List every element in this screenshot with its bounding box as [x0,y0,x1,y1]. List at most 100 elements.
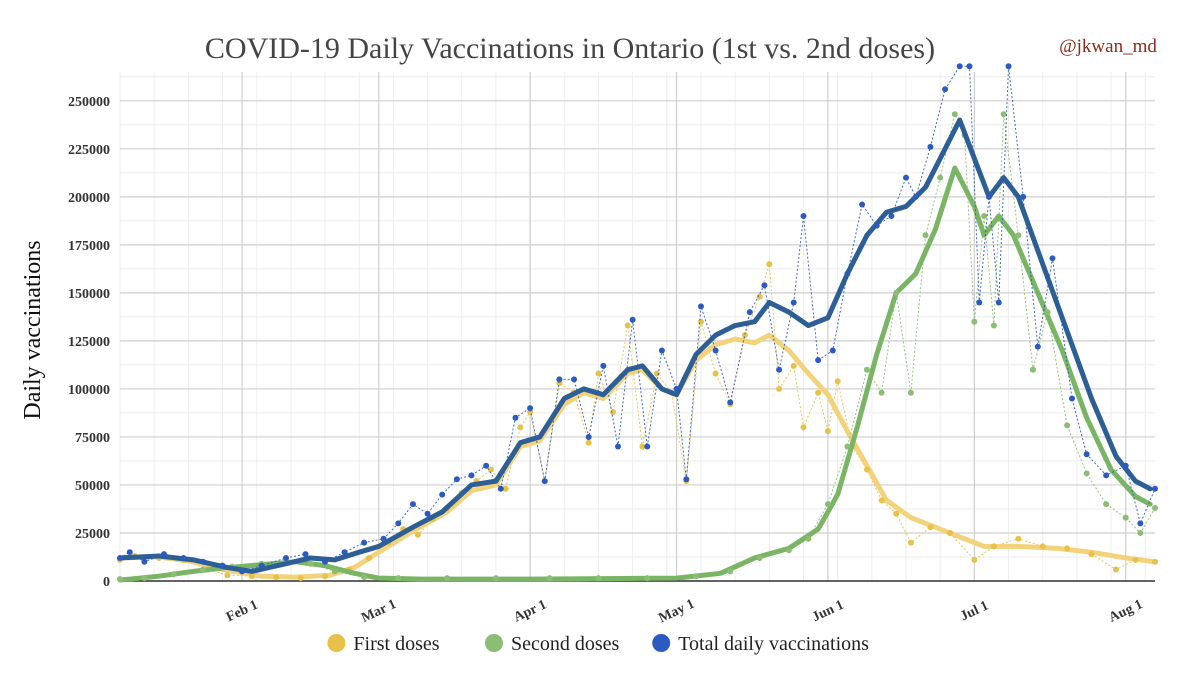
data-point [1064,545,1071,552]
data-point [907,389,914,396]
legend: First doses Second doses Total daily vacci… [327,633,869,655]
data-point [893,510,900,517]
data-point [239,568,246,575]
data-point [756,293,763,300]
data-point [1083,451,1090,458]
data-point [815,357,822,364]
data-point [829,347,836,354]
legend-label: Second doses [511,633,620,655]
data-point [1103,501,1110,508]
data-point [546,575,553,582]
data-point [444,575,451,582]
data-point [614,443,621,450]
data-point [785,547,792,554]
data-point [556,376,563,383]
data-point [414,531,421,538]
data-point [488,466,495,473]
data-point [1029,366,1036,373]
data-point [1015,535,1022,542]
data-point [1005,63,1012,70]
data-point [1020,193,1027,200]
data-point [468,472,475,479]
data-point [571,376,578,383]
x-tick-label: May 1 [657,597,698,627]
data-point [395,575,402,582]
legend-swatch [327,634,346,652]
data-point [141,558,148,565]
data-point [756,554,763,561]
data-point [424,510,431,517]
data-point [844,270,851,277]
x-tick-label: Jul 1 [958,598,991,624]
data-point [990,322,997,329]
data-point [307,560,314,567]
x-tick-label: Jun 1 [810,598,846,626]
data-point [541,478,548,485]
data-point [1137,529,1144,536]
data-point [673,385,680,392]
data-point [331,568,338,575]
data-point [1103,472,1110,479]
data-point [1039,543,1046,550]
data-point [170,571,177,578]
data-point [800,213,807,220]
data-point [873,222,880,229]
data-point [971,556,978,563]
data-point [844,443,851,450]
data-point [527,405,534,412]
data-point [639,443,646,450]
data-point [942,86,949,93]
data-point [658,347,665,354]
data-point [492,575,499,582]
series-smoothed-line [117,165,1153,583]
data-point [395,520,402,527]
data-point [776,385,783,392]
data-point [976,299,983,306]
data-point [907,539,914,546]
data-point [766,261,773,268]
data-point [502,485,509,492]
data-point [863,466,870,473]
data-point [1122,462,1129,469]
legend-label: Total daily vaccinations [678,633,869,655]
data-point [971,318,978,325]
data-point [986,193,993,200]
data-point [878,389,885,396]
data-point [117,554,123,561]
data-point [888,213,895,220]
data-point [946,529,953,536]
data-point [1064,422,1071,429]
data-point [219,562,226,569]
data-point [727,399,734,406]
data-point [302,551,309,558]
attribution-handle: @jkwan_md [1059,36,1157,57]
data-point [790,362,797,369]
y-tick-label: 150000 [68,287,110,302]
data-point [693,573,700,580]
data-point [439,491,446,498]
data-point [1152,505,1158,512]
data-point [1069,395,1076,402]
data-point [927,524,934,531]
series-daily-line [119,263,1156,579]
data-point [815,389,822,396]
y-tick-label: 200000 [68,191,110,206]
data-point [1044,309,1051,316]
data-point [248,573,255,580]
data-point [1049,255,1056,262]
data-point [727,568,734,575]
data-point [199,566,206,573]
data-point [322,558,329,565]
data-point [761,282,768,289]
data-point [893,289,900,296]
data-point [912,193,919,200]
data-point [126,549,133,556]
data-point [595,370,602,377]
data-point [517,424,524,431]
y-tick-label: 175000 [68,239,110,254]
data-point [824,428,831,435]
data-point [712,370,719,377]
data-point [990,543,997,550]
data-point [654,370,661,377]
